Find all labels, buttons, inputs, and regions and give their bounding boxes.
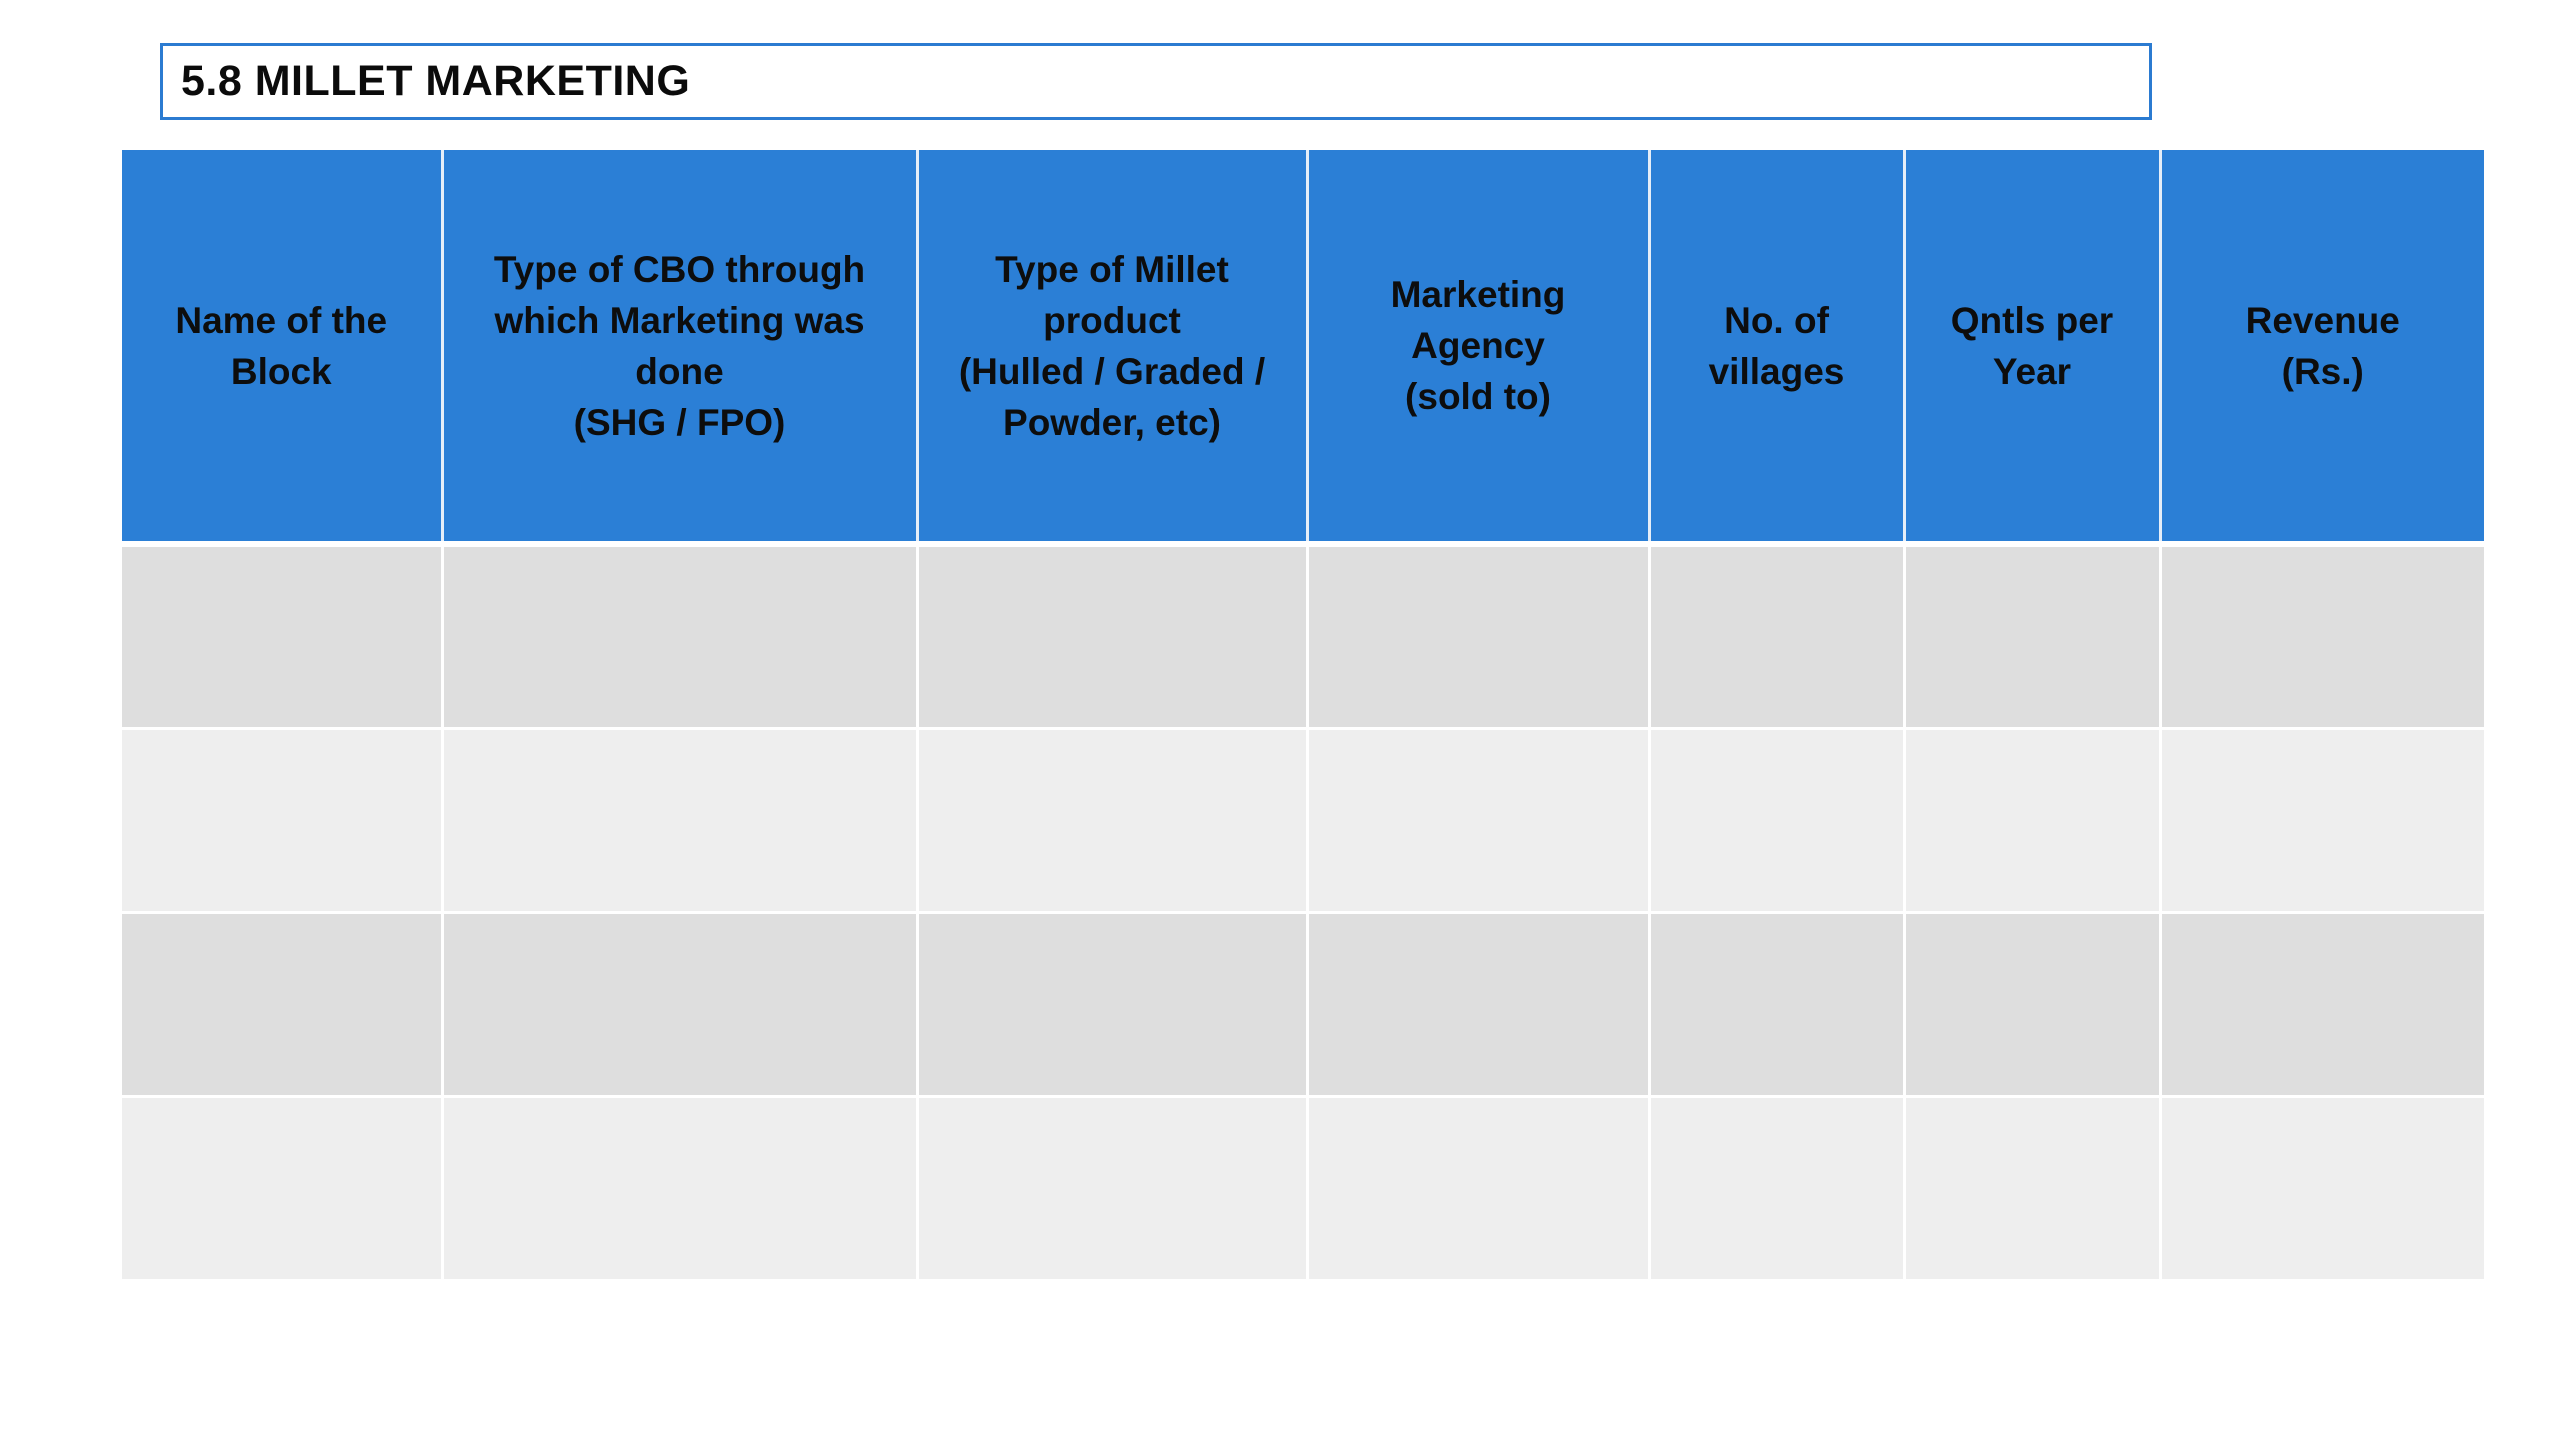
- header-villages: No. of villages: [1647, 150, 1906, 547]
- table-cell[interactable]: [2158, 728, 2484, 914]
- table-header-row: Name of the Block Type of CBO through wh…: [122, 150, 2484, 547]
- table-cell[interactable]: [2158, 912, 2484, 1098]
- header-cbo-type: Type of CBO through which Marketing was …: [440, 150, 919, 547]
- header-line: (Rs.): [2281, 350, 2364, 392]
- table-cell[interactable]: [915, 1096, 1309, 1282]
- header-line: Block: [230, 350, 332, 392]
- table-row: [122, 728, 2484, 914]
- table-cell[interactable]: [1305, 912, 1651, 1098]
- header-line: Marketing: [1390, 274, 1566, 315]
- table-cell[interactable]: [440, 912, 919, 1098]
- table-cell[interactable]: [122, 728, 444, 914]
- header-line: (Hulled / Graded /: [958, 350, 1266, 392]
- header-line: Agency: [1411, 325, 1545, 366]
- table-cell[interactable]: [915, 728, 1309, 914]
- table-cell[interactable]: [1305, 544, 1651, 730]
- header-quantity: Qntls per Year: [1902, 150, 2162, 547]
- table-cell[interactable]: [1902, 1096, 2162, 1282]
- table-row: [122, 912, 2484, 1098]
- header-marketing-agency: Marketing Agency (sold to): [1305, 150, 1651, 547]
- table-cell[interactable]: [1902, 728, 2162, 914]
- header-line: Powder, etc): [1003, 401, 1221, 443]
- header-revenue: Revenue (Rs.): [2158, 150, 2484, 547]
- table-cell[interactable]: [1902, 912, 2162, 1098]
- table-cell[interactable]: [1647, 1096, 1906, 1282]
- table-cell[interactable]: [2158, 544, 2484, 730]
- table-cell[interactable]: [440, 544, 919, 730]
- table-cell[interactable]: [122, 1096, 444, 1282]
- header-line: Qntls per: [1950, 299, 2114, 341]
- header-line: Type of CBO through: [493, 248, 866, 290]
- header-block-name: Name of the Block: [122, 150, 444, 547]
- header-line: done: [635, 350, 724, 392]
- header-line: villages: [1708, 350, 1845, 392]
- table-cell[interactable]: [1647, 728, 1906, 914]
- table-row: [122, 544, 2484, 730]
- header-line: Year: [1992, 350, 2072, 392]
- table-cell[interactable]: [1305, 728, 1651, 914]
- table-row: [122, 1096, 2484, 1282]
- header-line: Revenue: [2245, 299, 2400, 341]
- header-line: (sold to): [1405, 376, 1551, 417]
- table-cell[interactable]: [440, 1096, 919, 1282]
- header-line: which Marketing was: [494, 299, 865, 341]
- header-line: No. of: [1724, 299, 1829, 341]
- header-line: (SHG / FPO): [573, 401, 786, 443]
- section-title-box: 5.8 MILLET MARKETING: [160, 43, 2152, 120]
- table-cell[interactable]: [1647, 912, 1906, 1098]
- millet-marketing-table: Name of the Block Type of CBO through wh…: [122, 150, 2484, 1282]
- header-line: Name of the: [175, 299, 388, 341]
- header-line: Type of Millet: [995, 248, 1229, 290]
- table-cell[interactable]: [1902, 544, 2162, 730]
- table-cell[interactable]: [915, 912, 1309, 1098]
- table-cell[interactable]: [2158, 1096, 2484, 1282]
- table-cell[interactable]: [1647, 544, 1906, 730]
- table-cell[interactable]: [1305, 1096, 1651, 1282]
- table-cell[interactable]: [122, 544, 444, 730]
- table-cell[interactable]: [440, 728, 919, 914]
- header-line: product: [1043, 299, 1181, 341]
- header-product-type: Type of Millet product (Hulled / Graded …: [915, 150, 1309, 547]
- table-cell[interactable]: [122, 912, 444, 1098]
- section-title: 5.8 MILLET MARKETING: [181, 57, 691, 105]
- table-cell[interactable]: [915, 544, 1309, 730]
